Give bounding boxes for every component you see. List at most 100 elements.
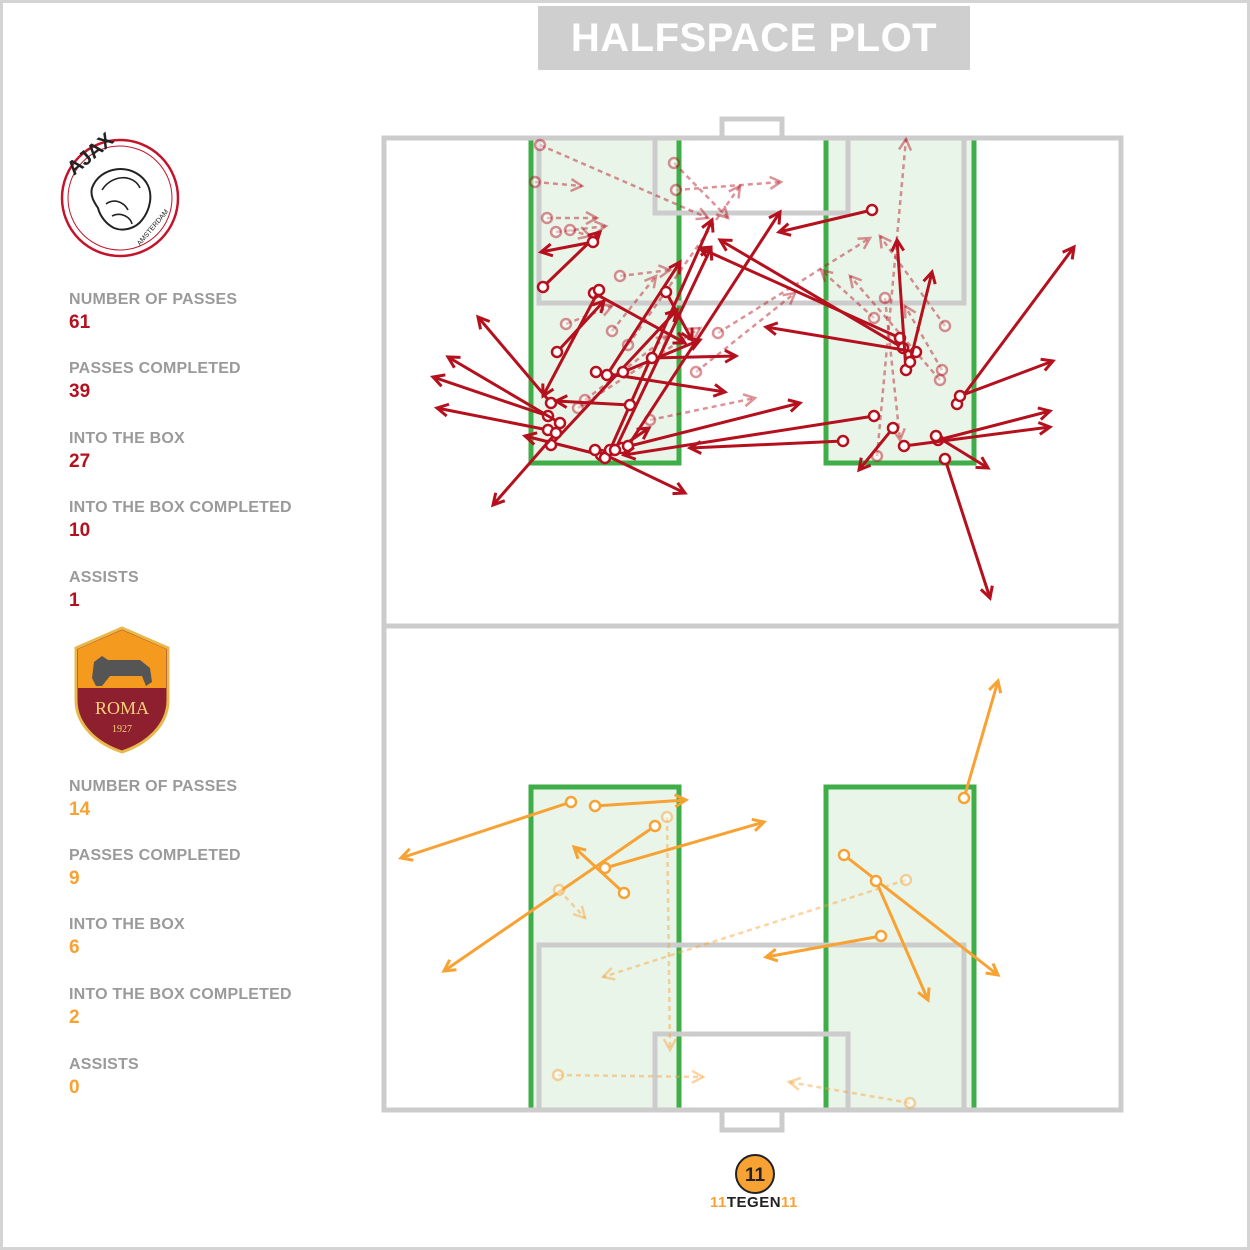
pass-ajax — [620, 409, 881, 461]
pass-arrowhead — [398, 847, 414, 862]
pass-origin — [903, 1096, 917, 1110]
pass-line — [955, 246, 1076, 405]
pass-ajax — [903, 303, 949, 377]
pass-line — [541, 289, 601, 397]
pass-origin — [867, 311, 881, 325]
pass-line — [611, 275, 657, 332]
pass-ajax — [613, 264, 673, 283]
pass-arrowhead — [572, 905, 587, 920]
pass-origin — [563, 223, 577, 237]
goal-top — [719, 116, 785, 141]
pass-arrowhead — [787, 398, 804, 413]
pass-origin — [867, 409, 881, 423]
ajax-stat-assists: ASSISTS 1 — [69, 569, 139, 612]
pass-roma — [660, 810, 677, 1053]
pass-arrowhead — [521, 431, 538, 446]
pass-arrowhead — [769, 175, 784, 190]
pass-origin — [865, 203, 879, 217]
pass-arrowhead — [819, 268, 834, 283]
pass-ajax — [605, 273, 658, 338]
pass-ajax — [878, 233, 952, 333]
pass-line — [621, 401, 801, 450]
pass-origin — [533, 138, 547, 152]
pass-origin — [953, 389, 967, 403]
pass-roma — [598, 817, 768, 875]
pass-ajax — [616, 337, 703, 379]
pass-roma — [441, 819, 662, 973]
pass-origin — [935, 363, 949, 377]
pass-origin — [903, 355, 917, 369]
pass-line — [595, 370, 726, 394]
pass-line — [432, 375, 549, 418]
pass-line — [613, 247, 713, 451]
pass-roma — [762, 929, 888, 963]
pass-ajax — [600, 259, 682, 382]
pass-origin — [689, 365, 703, 379]
pass-line — [908, 271, 934, 363]
ajax-stat-into-box: INTO THE BOX 27 — [69, 430, 185, 473]
pass-origin — [711, 326, 725, 340]
pass-ajax — [689, 291, 798, 379]
pass-origin — [878, 291, 892, 305]
pass-origin — [589, 365, 603, 379]
pass-origin — [608, 443, 622, 457]
pass-arrowhead — [751, 817, 768, 832]
pass-origin — [886, 421, 900, 435]
pass-line — [883, 297, 902, 441]
pass-origin — [544, 396, 558, 410]
pass-line — [622, 338, 701, 374]
pass-roma — [600, 873, 913, 981]
pass-origin — [659, 285, 673, 299]
pass-arrowhead — [922, 268, 937, 285]
pass-origin — [897, 439, 911, 453]
pass-line — [778, 208, 873, 234]
pass-arrowhead — [775, 222, 792, 237]
roma-stat-into-box-completed: INTO THE BOX COMPLETED 2 — [69, 986, 292, 1029]
pass-arrowhead — [643, 273, 658, 289]
pass-line — [675, 180, 782, 192]
pass-roma — [957, 677, 1003, 805]
pass-arrowhead — [1037, 406, 1054, 421]
ajax-stat-into-box-completed: INTO THE BOX COMPLETED 10 — [69, 499, 292, 542]
pass-ajax — [819, 268, 881, 325]
pass-line — [878, 235, 947, 327]
pass-line — [476, 316, 553, 404]
pass-ajax — [552, 394, 637, 412]
pass-arrowhead — [742, 393, 758, 408]
pass-arrowhead — [782, 291, 798, 306]
pass-arrowhead — [848, 274, 863, 289]
pass-arrowhead — [1037, 421, 1054, 436]
pass-origin — [837, 848, 851, 862]
pass-origin — [559, 317, 573, 331]
pass-ajax — [541, 283, 606, 399]
pass-arrowhead — [985, 962, 1001, 977]
pass-line — [699, 246, 901, 340]
goal-bottom — [719, 1107, 785, 1133]
pass-line — [572, 845, 626, 895]
pass-arrowhead — [878, 233, 892, 249]
stat-label: INTO THE BOX COMPLETED — [69, 499, 292, 516]
pass-origin — [550, 345, 564, 359]
stat-value: 61 — [69, 312, 91, 333]
pass-line — [626, 211, 782, 447]
stat-label: NUMBER OF PASSES — [69, 291, 238, 308]
pass-line — [719, 238, 904, 350]
pass-origin — [667, 156, 681, 170]
pass-line — [689, 439, 844, 450]
pass-arrowhead — [762, 321, 779, 336]
pass-ajax — [903, 268, 937, 369]
pass-line — [857, 427, 895, 471]
pass-arrowhead — [988, 677, 1003, 694]
pass-ajax — [667, 156, 730, 220]
pass-roma — [786, 1076, 917, 1110]
pass-arrowhead — [571, 844, 587, 860]
pass-arrowhead — [552, 394, 568, 409]
pass-line — [443, 824, 656, 973]
pass-line — [665, 816, 672, 1051]
pass-line — [903, 425, 1051, 448]
pass-line — [843, 853, 999, 977]
pass-origin — [957, 791, 971, 805]
pass-origin — [933, 373, 947, 387]
